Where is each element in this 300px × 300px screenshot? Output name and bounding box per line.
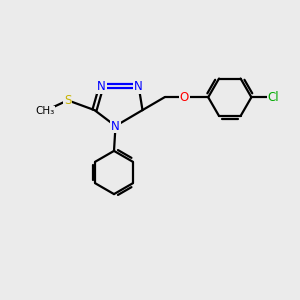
Text: S: S [64, 94, 71, 107]
Text: N: N [97, 80, 106, 93]
Text: CH₃: CH₃ [35, 106, 54, 116]
Text: N: N [111, 119, 120, 133]
Text: N: N [134, 80, 143, 93]
Text: O: O [180, 91, 189, 104]
Text: Cl: Cl [268, 91, 279, 104]
